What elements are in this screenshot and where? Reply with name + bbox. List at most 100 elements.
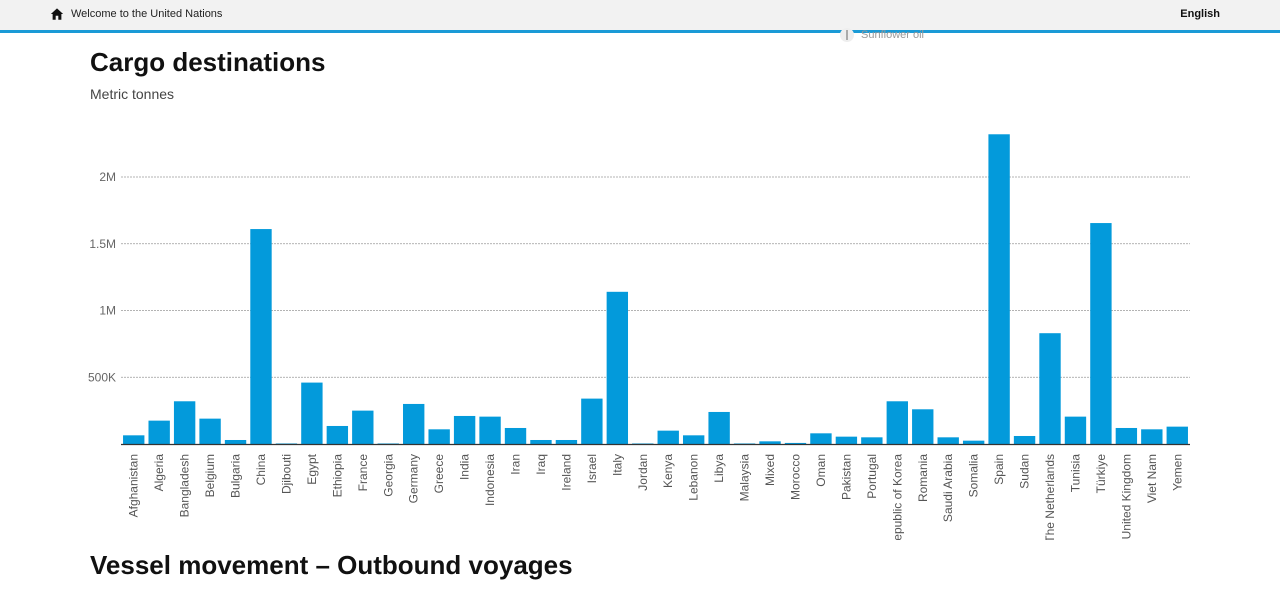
bar[interactable] (1115, 427, 1138, 444)
x-tick-label: Italy (610, 454, 624, 476)
x-tick-label: Somalia (967, 454, 981, 498)
x-tick-label: Georgia (381, 454, 395, 497)
bar[interactable] (504, 427, 527, 444)
bar[interactable] (326, 425, 349, 444)
bar[interactable] (301, 382, 323, 444)
x-tick-label: France (356, 454, 370, 492)
legend-toggle-icon (840, 28, 854, 42)
x-tick-label: Mixed (763, 454, 777, 486)
y-tick-label: 2M (99, 170, 116, 184)
x-tick-label: Afghanistan (127, 454, 141, 517)
x-tick-label: Morocco (788, 454, 802, 500)
x-tick-label: Germany (407, 454, 421, 503)
home-icon (50, 8, 64, 20)
y-tick-label: 1M (99, 304, 116, 318)
chart-title: Cargo destinations (90, 47, 326, 77)
x-tick-label: Bulgaria (229, 454, 243, 498)
x-tick-label: Ethiopia (330, 454, 344, 498)
x-tick-label: Indonesia (483, 454, 497, 506)
x-tick-label: Yemen (1170, 454, 1184, 491)
bar[interactable] (530, 439, 552, 444)
bar[interactable] (759, 441, 781, 444)
bar[interactable] (403, 403, 425, 444)
bar[interactable] (962, 440, 985, 444)
x-tick-label: Spain (992, 454, 1006, 485)
bar[interactable] (1166, 426, 1188, 444)
bar[interactable] (1090, 223, 1112, 444)
bar[interactable] (1013, 435, 1036, 444)
bar[interactable] (708, 411, 730, 444)
bar[interactable] (199, 418, 221, 444)
home-link-label: Welcome to the United Nations (71, 8, 223, 20)
bar[interactable] (937, 437, 959, 444)
section-title: Vessel movement – Outbound voyages (90, 550, 573, 580)
x-tick-label: Oman (814, 454, 828, 487)
x-tick-label: Kenya (661, 454, 675, 488)
x-tick-label: Greece (432, 454, 446, 494)
home-link[interactable]: Welcome to the United Nations (50, 7, 222, 21)
x-tick-label: China (254, 454, 268, 486)
bar[interactable] (275, 443, 298, 444)
bar[interactable] (835, 436, 858, 444)
x-tick-label: Algeria (152, 454, 166, 492)
x-tick-label: India (458, 454, 472, 480)
bar[interactable] (123, 435, 145, 444)
cargo-destinations-chart: 500K 1M 1.5M 2M Afghanistan Algeria Bangladesh… (88, 134, 1190, 540)
x-tick-label: Portugal (865, 454, 879, 499)
bar[interactable] (377, 443, 399, 444)
x-tick-label: Saudi Arabia (941, 454, 955, 522)
y-tick-label: 1.5M (89, 237, 116, 251)
bar[interactable] (1141, 429, 1163, 444)
bar[interactable] (632, 443, 654, 444)
bar[interactable] (861, 437, 883, 444)
chart-subtitle: Metric tonnes (90, 86, 175, 102)
bar[interactable] (912, 409, 934, 444)
x-tick-label: Lebanon (687, 454, 701, 501)
x-tick-label: Viet Nam (1145, 454, 1159, 503)
bar[interactable] (148, 420, 170, 444)
x-tick-label: Egypt (305, 453, 319, 484)
x-tick-label: Tunisia (1068, 454, 1082, 493)
bar[interactable] (682, 435, 705, 444)
language-selector[interactable]: English (1180, 8, 1220, 20)
x-tick-label: Bangladesh (178, 454, 192, 517)
x-tick-label: Libya (712, 454, 726, 483)
x-tick-label: Iraq (534, 454, 548, 475)
bar[interactable] (886, 401, 908, 444)
x-tick-label: Djibouti (279, 454, 293, 494)
bar[interactable] (657, 430, 679, 444)
x-tick-label: Republic of Korea (890, 454, 904, 540)
bar[interactable] (453, 415, 476, 444)
x-tick-label: Romania (916, 454, 930, 502)
bar[interactable] (173, 401, 196, 444)
x-tick-label: Belgium (203, 454, 217, 497)
x-tick-label: The Netherlands (1043, 454, 1057, 540)
x-tick-label: Malaysia (738, 454, 752, 502)
bar[interactable] (810, 433, 832, 444)
bar[interactable] (352, 410, 374, 444)
y-tick-label: 500K (88, 370, 116, 384)
x-tick-label: Sudan (1018, 454, 1032, 489)
bar[interactable] (606, 291, 629, 444)
bar[interactable] (1039, 333, 1061, 444)
x-tick-label: Israel (585, 454, 599, 483)
legend-item[interactable]: Sunflower oil (840, 28, 924, 42)
bar[interactable] (250, 229, 272, 444)
bar[interactable] (555, 439, 578, 444)
x-tick-label: Pakistan (839, 454, 853, 500)
bar[interactable] (784, 442, 807, 444)
bar[interactable] (224, 439, 247, 444)
x-tick-label: United Kingdom (1119, 454, 1133, 539)
bar[interactable] (988, 134, 1010, 444)
x-tick-label: Ireland (559, 454, 573, 491)
x-tick-label: Jordan (636, 454, 650, 491)
bar[interactable] (581, 398, 603, 444)
legend-label: Sunflower oil (861, 29, 924, 41)
bar[interactable] (428, 429, 450, 444)
x-tick-label: Türkiye (1094, 454, 1108, 494)
bar[interactable] (1064, 416, 1087, 444)
bar[interactable] (733, 443, 756, 444)
x-tick-label: Iran (509, 454, 523, 475)
bar[interactable] (479, 416, 501, 444)
top-bar: Welcome to the United Nations English (0, 0, 1280, 33)
